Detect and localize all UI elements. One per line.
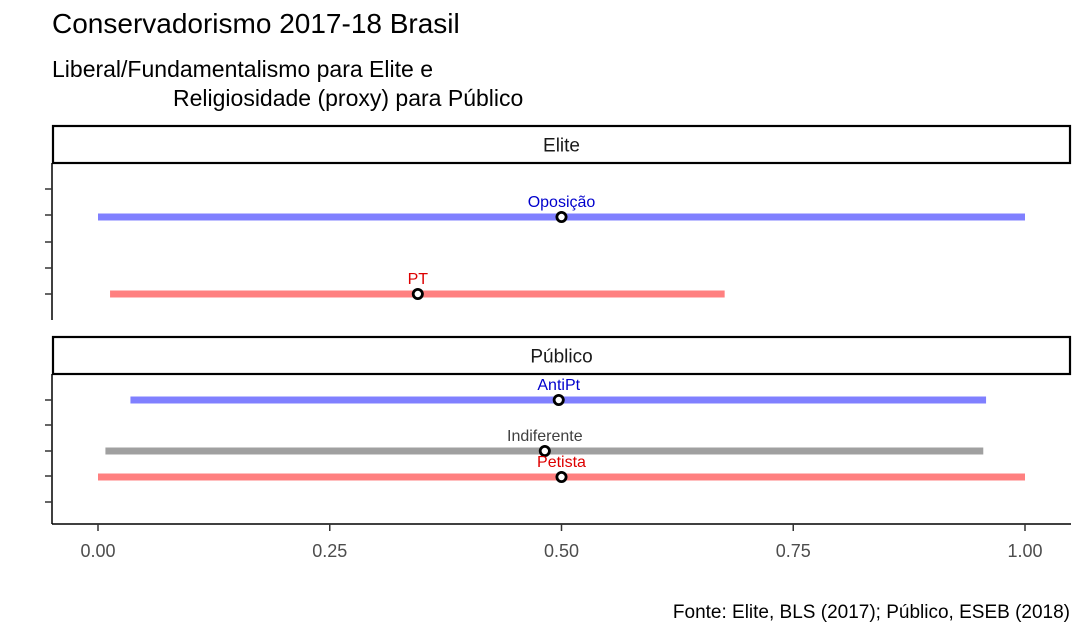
- facet-strip-elite: [51, 124, 1072, 165]
- point-marker-petista: [555, 470, 568, 483]
- facet-label-publico: Público: [530, 347, 592, 368]
- group-label-indiferente: Indiferente: [507, 428, 583, 445]
- chart-caption: Fonte: Elite, BLS (2017); Público, ESEB …: [672, 602, 1070, 623]
- chart-subtitle-line2: Religiosidade (proxy) para Público: [173, 85, 524, 111]
- chart-subtitle-line1: Liberal/Fundamentalismo para Elite e: [52, 56, 433, 82]
- group-label-antipt: AntiPt: [537, 377, 580, 394]
- group-label-pt: PT: [408, 271, 429, 288]
- x-tick-label-3: 0.75: [776, 541, 811, 561]
- point-marker-antipt: [552, 393, 565, 406]
- point-marker-indiferente: [538, 444, 551, 457]
- group-label-petista: Petista: [537, 454, 586, 471]
- x-tick-label-4: 1.00: [1007, 541, 1042, 561]
- x-tick-label-1: 0.25: [312, 541, 347, 561]
- facet-label-elite: Elite: [543, 136, 580, 157]
- point-marker-pt: [411, 287, 424, 300]
- chart-title: Conservadorismo 2017-18 Brasil: [52, 8, 460, 39]
- group-label-oposicao: Oposição: [528, 194, 596, 211]
- x-tick-label-0: 0.00: [80, 541, 115, 561]
- facet-strip-publico: [51, 335, 1072, 376]
- point-marker-oposicao: [555, 210, 568, 223]
- x-tick-label-2: 0.50: [544, 541, 579, 561]
